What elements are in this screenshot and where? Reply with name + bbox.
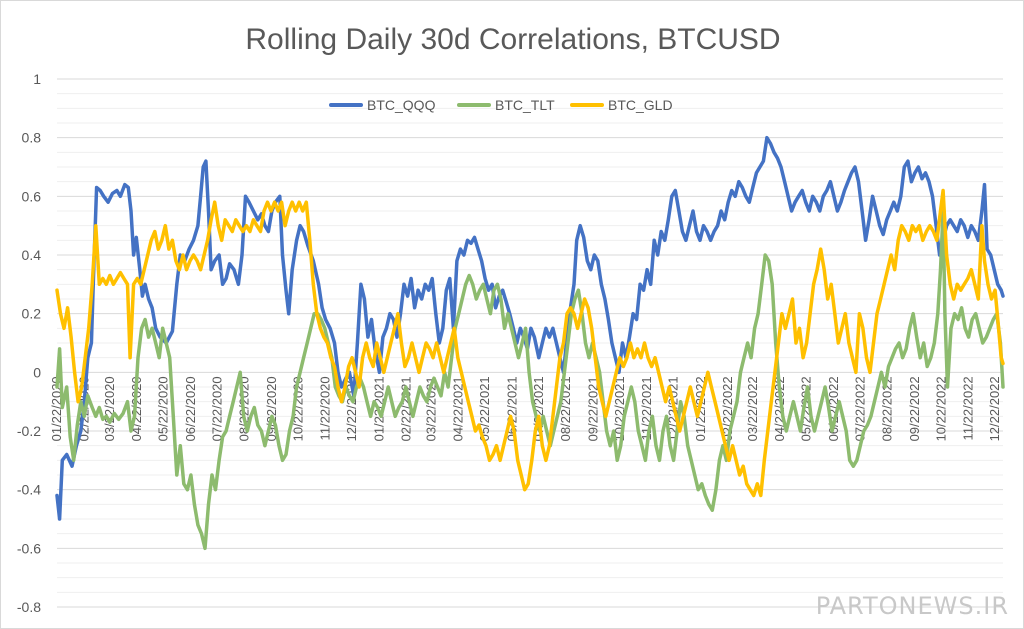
x-tick-label: 07/22/2020 <box>209 376 224 441</box>
x-tick-label: 11/22/2022 <box>961 376 976 440</box>
gridlines <box>57 78 1003 608</box>
x-tick-label: 03/22/2021 <box>423 376 438 441</box>
legend-label: BTC_GLD <box>608 97 673 113</box>
x-tick-label: 05/22/2020 <box>156 376 171 441</box>
series-lines <box>55 135 1005 551</box>
x-tick-label: 09/22/2021 <box>585 376 600 441</box>
x-axis-tick-labels: 01/22/2020 02/22/2020 03/22/2020 04/22/2020… <box>49 376 1002 441</box>
y-tick-label: 0.6 <box>22 188 42 204</box>
legend-label: BTC_TLT <box>495 97 555 113</box>
y-tick-label: -0.2 <box>17 423 41 439</box>
x-tick-label: 12/22/2022 <box>987 376 1002 441</box>
legend: BTC_QQQ BTC_TLT BTC_GLD <box>329 97 673 113</box>
x-tick-label: 05/22/2021 <box>477 376 492 441</box>
series-line-btc-qqq <box>55 135 1005 521</box>
y-tick-label: 0.8 <box>22 130 42 146</box>
y-axis-tick-labels: -0.8 -0.6 -0.4 -0.2 0 0.2 0.4 0.6 0.8 1 <box>17 71 41 615</box>
x-tick-label: 10/22/2022 <box>933 376 948 441</box>
x-tick-label: 03/22/2022 <box>745 376 760 441</box>
legend-label: BTC_QQQ <box>367 97 436 113</box>
x-tick-label: 08/22/2022 <box>880 376 895 441</box>
series-line-btc-gld <box>55 188 1005 498</box>
y-tick-label: 0.4 <box>22 247 42 263</box>
y-tick-label: -0.8 <box>17 599 41 615</box>
x-tick-label: 11/22/2021 <box>639 376 654 440</box>
x-tick-label: 06/22/2020 <box>183 376 198 441</box>
watermark: PARTONEWS.IR <box>815 592 1009 620</box>
y-tick-label: 1 <box>33 71 41 87</box>
x-tick-label: 02/22/2021 <box>399 376 414 441</box>
x-tick-label: 03/22/2020 <box>102 376 117 441</box>
y-tick-label: -0.6 <box>17 540 41 556</box>
x-tick-label: 09/22/2022 <box>907 376 922 441</box>
y-tick-label: 0 <box>33 364 41 380</box>
x-tick-label: 10/22/2020 <box>290 376 305 441</box>
y-tick-label: 0.2 <box>22 306 42 322</box>
x-tick-label: 04/22/2021 <box>451 376 466 441</box>
series-line-btc-tlt <box>55 209 1005 551</box>
chart-title: Rolling Daily 30d Correlations, BTCUSD <box>245 23 780 56</box>
x-tick-label: 07/22/2022 <box>852 376 867 441</box>
x-tick-label: 11/22/2020 <box>318 376 333 440</box>
y-tick-label: -0.4 <box>17 482 41 498</box>
